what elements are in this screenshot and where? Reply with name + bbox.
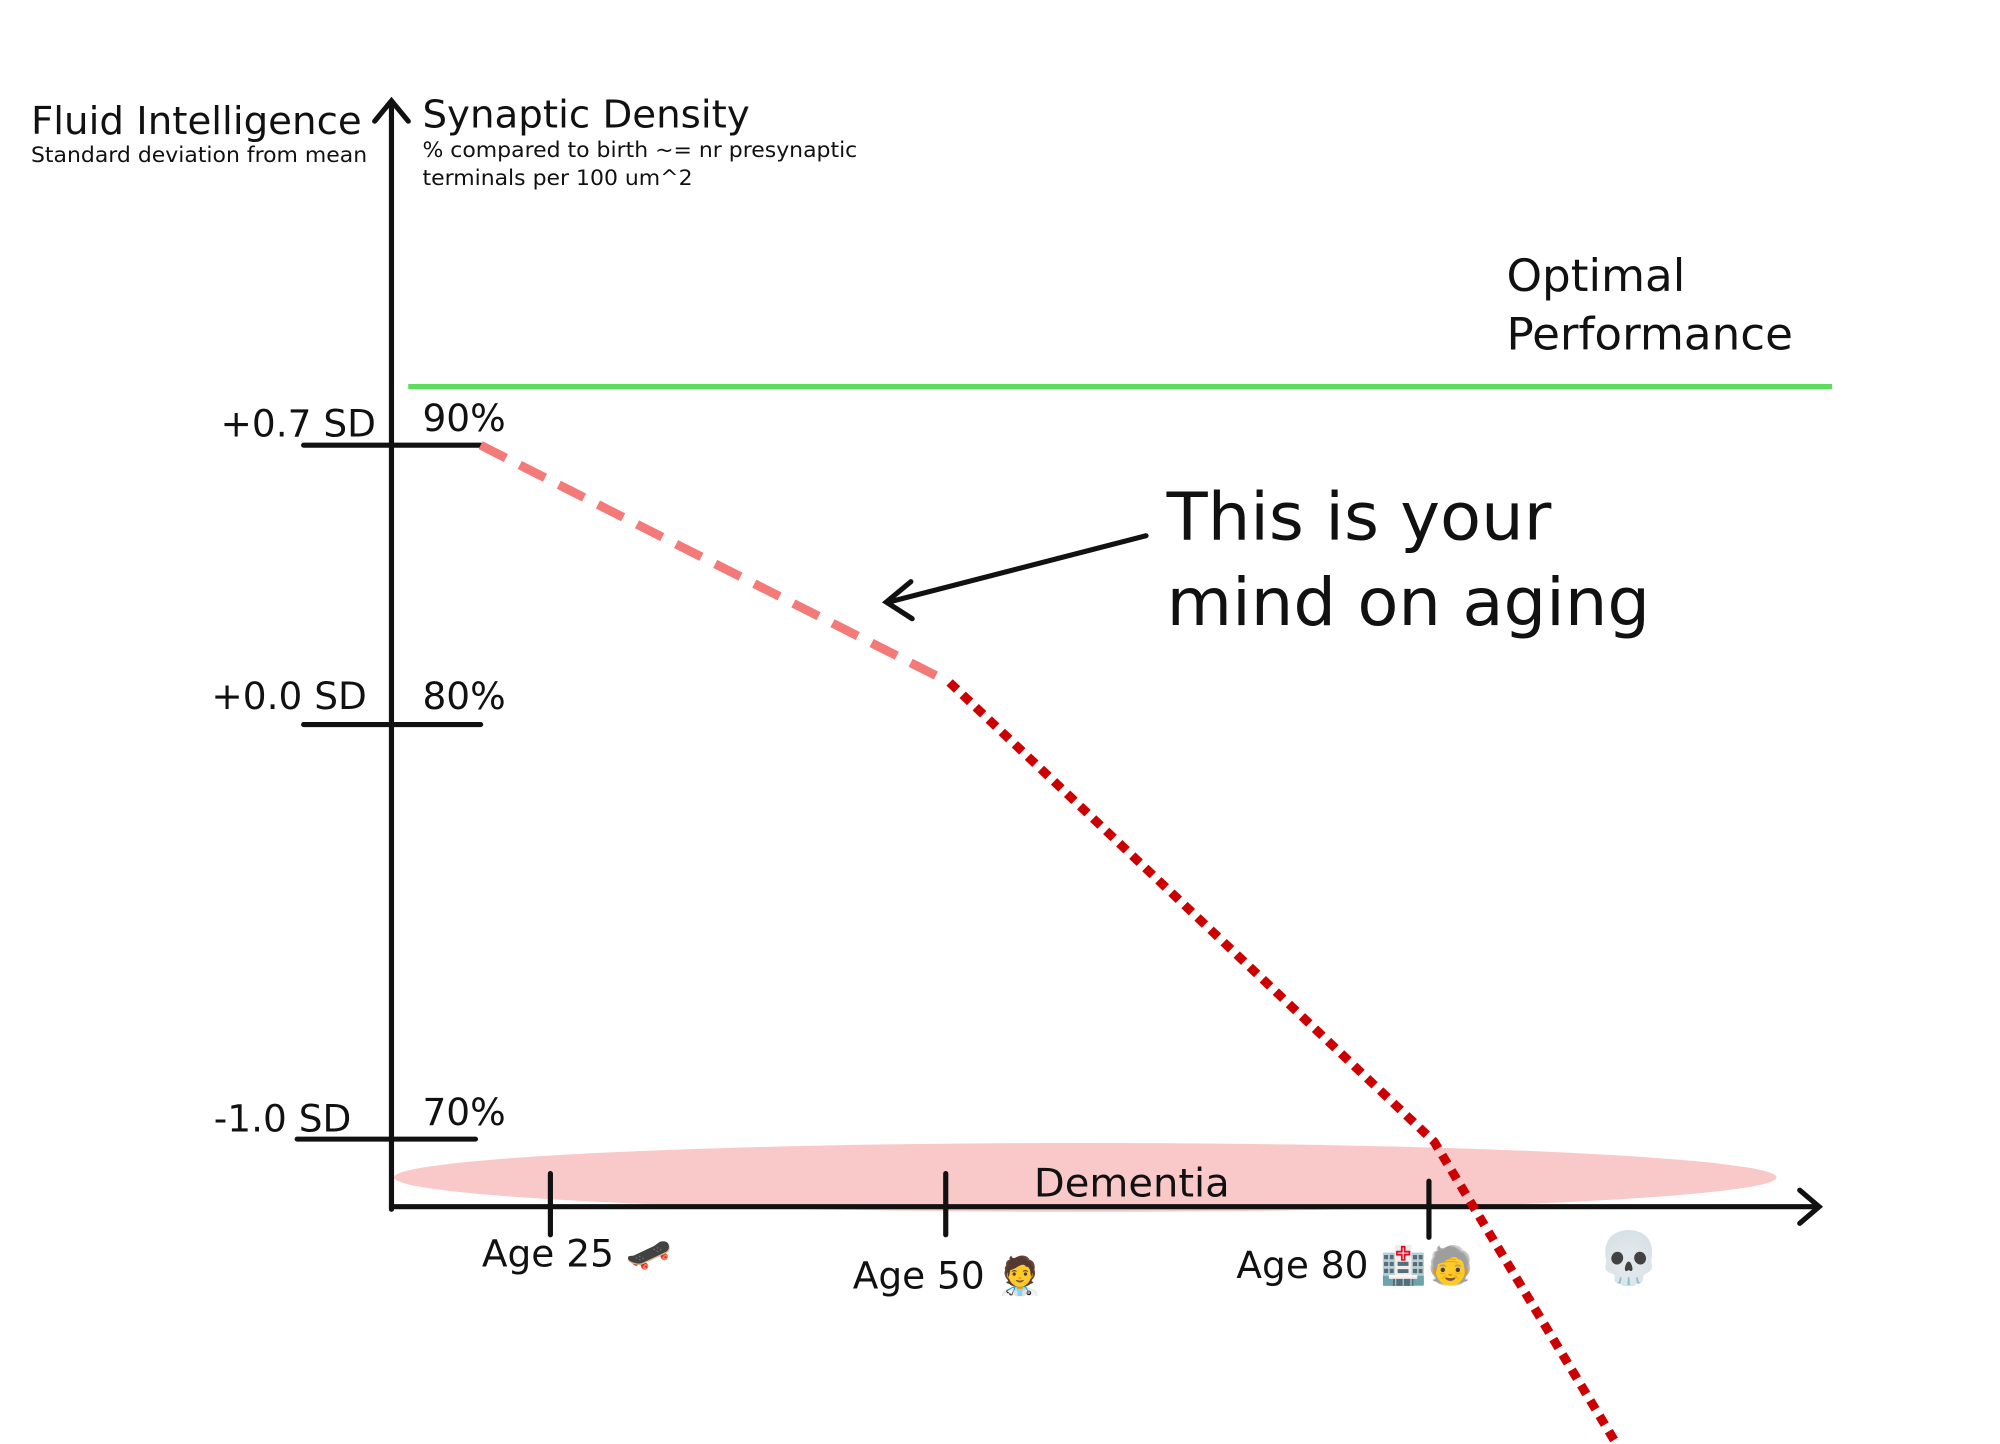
right-axis-subtitle: terminals per 100 um^2 xyxy=(422,166,692,191)
annotation-arrow xyxy=(886,533,1149,605)
age-label: Age 25 🛹 xyxy=(482,1232,673,1276)
dementia-label: Dementia xyxy=(1034,1161,1230,1207)
percent-label: 90% xyxy=(422,396,505,440)
sd-label: +0.0 SD xyxy=(211,674,366,718)
age-label: Age 50 🧑‍⚕️ xyxy=(853,1254,1044,1298)
sd-label: +0.7 SD xyxy=(220,401,375,445)
percent-label: 70% xyxy=(422,1090,505,1134)
y-arrow xyxy=(372,96,411,124)
sd-label: -1.0 SD xyxy=(214,1097,352,1141)
right-axis-subtitle: % compared to birth ~= nr presynaptic xyxy=(422,138,857,163)
left-axis-subtitle: Standard deviation from mean xyxy=(31,143,367,168)
death-label: 💀 xyxy=(1597,1229,1661,1289)
right-axis-title: Synaptic Density xyxy=(422,93,749,138)
annotation: mind on aging xyxy=(1167,563,1650,641)
axes xyxy=(294,96,1824,1240)
optimal-label: Performance xyxy=(1506,308,1792,361)
left-axis-title: Fluid Intelligence xyxy=(31,99,362,144)
decline-late xyxy=(946,679,1619,1444)
annotation-arrowhead xyxy=(881,579,915,622)
x-arrow xyxy=(1797,1187,1824,1226)
decline-early xyxy=(478,441,952,687)
percent-label: 80% xyxy=(422,674,505,718)
age-label: Age 80 🏥🧓 xyxy=(1236,1243,1473,1287)
optimal-label: Optimal xyxy=(1506,249,1685,302)
annotation: This is your xyxy=(1166,478,1552,556)
